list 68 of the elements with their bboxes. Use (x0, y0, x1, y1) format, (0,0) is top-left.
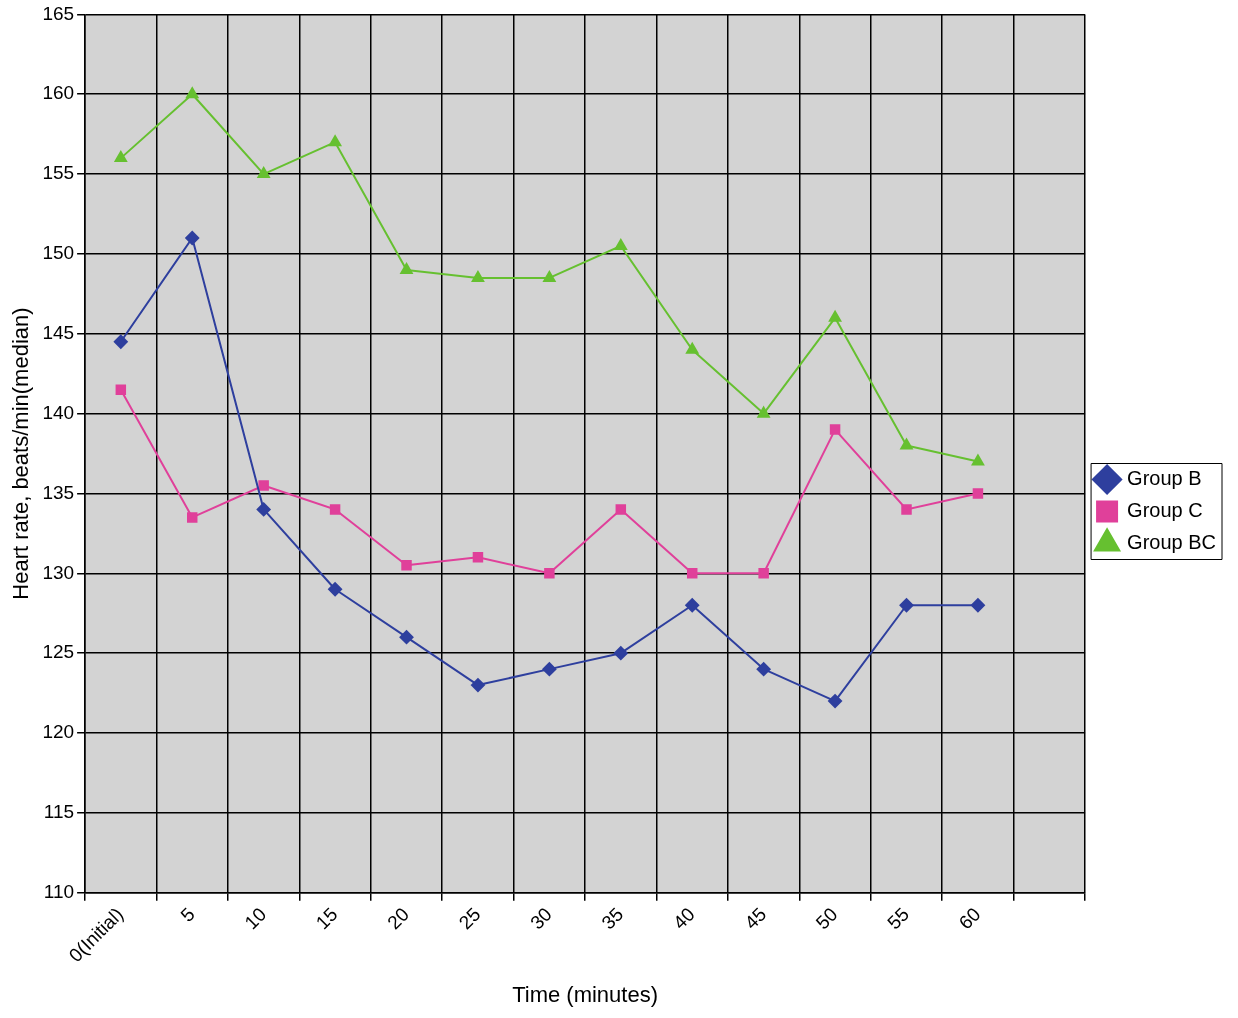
point (901, 504, 912, 515)
point (187, 512, 198, 523)
point (686, 568, 698, 579)
x-tick-label: 5 (176, 903, 199, 926)
point (185, 230, 200, 245)
point (258, 480, 269, 491)
point (614, 238, 627, 250)
x-tick-label: 35 (597, 903, 628, 934)
x-tick-label: 25 (454, 903, 485, 934)
y-tick-label: 155 (42, 162, 75, 184)
y-tick-label: 150 (42, 242, 75, 264)
x-tick-label: 45 (740, 903, 771, 934)
point (328, 582, 343, 597)
point (686, 342, 699, 354)
point (758, 568, 769, 579)
point (757, 406, 770, 418)
x-tick-label: 20 (383, 903, 414, 934)
point (257, 167, 270, 179)
x-tick-label: 50 (811, 903, 842, 934)
point (329, 504, 341, 515)
y-tick-label: 140 (42, 401, 75, 423)
point (972, 488, 984, 499)
point (828, 310, 842, 322)
x-tick-label: 30 (526, 903, 556, 934)
point (114, 151, 128, 163)
y-tick-label: 130 (42, 561, 75, 583)
y-tick-label: 160 (42, 82, 75, 104)
point (615, 504, 627, 515)
x-tick-label: 55 (883, 903, 914, 934)
point (829, 424, 841, 435)
y-tick-label: 120 (42, 721, 75, 743)
x-tick-label: 15 (311, 903, 342, 934)
point (756, 662, 771, 677)
point (543, 270, 556, 282)
point (186, 87, 199, 99)
point (544, 568, 555, 579)
point (542, 662, 557, 677)
legend-label: Group C (1127, 499, 1203, 522)
point (256, 502, 271, 517)
y-tick-label: 125 (42, 641, 75, 663)
point (400, 262, 413, 274)
point (685, 598, 700, 613)
legend-label: Group B (1127, 467, 1202, 490)
x-tick-label: 40 (668, 903, 699, 934)
point (828, 694, 843, 709)
y-tick-label: 165 (42, 2, 75, 24)
y-axis-title: Heart rate, beats/min(median) (8, 307, 34, 600)
point (970, 598, 985, 613)
y-tick-label: 145 (42, 322, 75, 344)
point (472, 552, 484, 563)
point (471, 270, 485, 282)
legend-label: Group BC (1127, 531, 1217, 554)
y-tick-label: 135 (42, 481, 75, 503)
point (470, 678, 485, 693)
x-axis-title: Time (minutes) (512, 981, 659, 1007)
point (971, 454, 985, 466)
y-tick-label: 110 (43, 880, 75, 902)
point (401, 560, 412, 571)
point (113, 334, 128, 349)
point (399, 630, 414, 645)
point (115, 384, 127, 395)
point (328, 135, 342, 147)
point (900, 438, 913, 450)
y-tick-label: 115 (43, 801, 75, 823)
point (613, 646, 628, 661)
point (899, 598, 914, 613)
x-tick-label: 60 (954, 903, 985, 934)
x-tick-label: 10 (240, 903, 271, 934)
